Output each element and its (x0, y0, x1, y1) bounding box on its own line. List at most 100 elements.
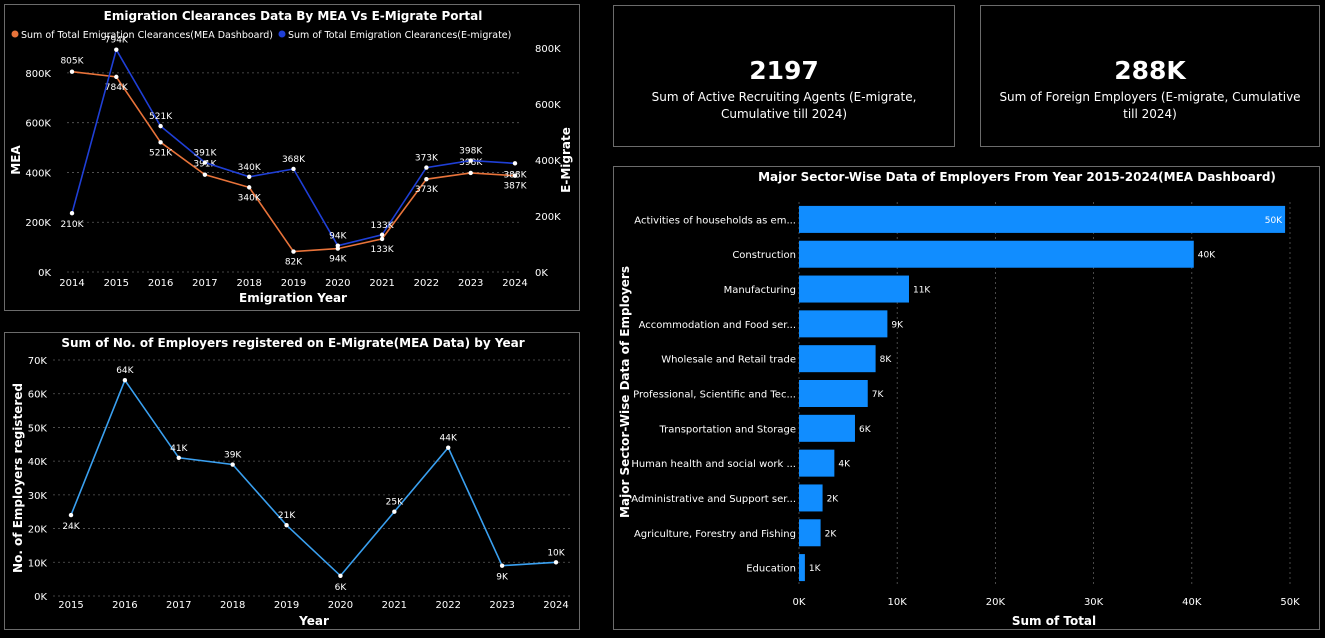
y-tick-label: 800K (25, 69, 51, 80)
data-label: 40K (1198, 251, 1216, 261)
y-tick-label: 60K (28, 390, 48, 401)
x-tick-label: 2022 (414, 278, 439, 289)
data-label: 11K (913, 286, 931, 296)
data-point (158, 140, 163, 145)
x-tick-label: 2020 (325, 278, 350, 289)
data-point (291, 166, 296, 172)
bar (799, 345, 876, 373)
bar (799, 519, 821, 547)
emigration-clearances-chart-panel: Emigration Clearances Data By MEA Vs E-M… (4, 4, 580, 311)
data-point (379, 232, 385, 237)
data-label: 388K (503, 170, 527, 180)
data-label: 340K (238, 163, 262, 173)
category-label: Human health and social work ... (631, 459, 796, 470)
series-line (70, 378, 557, 577)
x-tick-label: 2014 (59, 278, 84, 289)
y-tick-label: 20K (28, 525, 48, 536)
data-point (176, 455, 181, 460)
x-tick-label: 10K (888, 597, 908, 608)
x-tick-label: 30K (1084, 597, 1104, 608)
y-tick-label: 10K (28, 558, 48, 569)
data-point (424, 165, 429, 170)
data-label: 64K (116, 366, 134, 376)
legend-entry-0: Sum of Total Emigration Clearances(MEA D… (21, 30, 273, 41)
y-tick-label: 0K (34, 592, 47, 603)
category-label: Wholesale and Retail trade (661, 355, 796, 366)
category-label: Transportation and Storage (658, 424, 796, 435)
category-label: Accommodation and Food ser... (639, 320, 796, 331)
category-label: Manufacturing (724, 285, 796, 296)
data-label: 24K (62, 522, 80, 532)
data-label: 521K (149, 112, 173, 122)
data-point (338, 573, 343, 578)
data-label: 25K (386, 498, 404, 508)
y2-axis-title: E-Migrate (559, 127, 573, 193)
data-point (69, 69, 75, 74)
data-point (291, 249, 296, 254)
bar (799, 310, 888, 338)
x-axis-title: Sum of Total (1012, 614, 1096, 628)
bar (799, 275, 909, 303)
data-label: 4K (838, 460, 851, 470)
legend-entry-1: Sum of Total Emigration Clearances(E-mig… (288, 30, 511, 41)
bar (799, 240, 1194, 268)
y2-tick-label: 600K (535, 100, 561, 111)
y-tick-label: 0K (38, 268, 51, 279)
x-tick-label: 2019 (281, 278, 306, 289)
y2-tick-label: 800K (535, 44, 561, 55)
data-label: 373K (415, 154, 439, 164)
x-tick-label: 2015 (104, 278, 129, 289)
data-point (392, 509, 397, 514)
data-point (247, 174, 252, 179)
y-tick-label: 200K (25, 218, 51, 229)
data-point (512, 161, 518, 166)
category-label: Professional, Scientific and Tec... (633, 390, 796, 401)
series-line-1 (71, 47, 516, 247)
data-label: 521K (149, 148, 173, 158)
data-label: 387K (503, 182, 527, 192)
data-label: 9K (496, 573, 509, 583)
chart-title: Major Sector-Wise Data of Employers From… (758, 170, 1276, 184)
x-axis-title: Emigration Year (239, 291, 347, 305)
data-label: 391K (193, 160, 217, 170)
bar (799, 414, 855, 442)
employers-registered-chart: Sum of No. of Employers registered on E-… (11, 336, 573, 628)
x-tick-label: 2018 (236, 278, 261, 289)
data-label: 9K (891, 320, 904, 330)
bar (799, 554, 805, 582)
data-label: 44K (440, 434, 458, 444)
kpi-employers-label: Sum of Foreign Employers (E-migrate, Cum… (999, 90, 1301, 121)
x-tick-label: 2023 (489, 600, 514, 611)
x-tick-label: 2024 (502, 278, 527, 289)
chart-title: Sum of No. of Employers registered on E-… (61, 336, 524, 350)
x-tick-label: 2024 (543, 600, 568, 611)
data-point (114, 47, 119, 52)
data-point (68, 512, 74, 518)
data-label: 10K (547, 548, 565, 558)
y-axis-title: No. of Employers registered (11, 383, 25, 573)
x-tick-label: 2021 (382, 600, 407, 611)
kpi-agents-label: Sum of Active Recruiting Agents (E-migra… (651, 90, 917, 121)
data-label: 94K (329, 232, 347, 242)
data-point (335, 243, 340, 248)
data-label: 373K (415, 185, 439, 195)
data-point (122, 378, 128, 383)
data-label: 82K (285, 258, 303, 268)
x-tick-label: 2016 (148, 278, 173, 289)
data-point (114, 74, 119, 80)
legend-marker-1 (278, 30, 286, 38)
y2-tick-label: 0K (535, 268, 548, 279)
y-tick-label: 30K (28, 491, 48, 502)
data-label: 39K (224, 451, 242, 461)
data-label: 391K (193, 149, 217, 159)
data-point (202, 172, 208, 177)
y-tick-label: 40K (28, 457, 48, 468)
x-tick-label: 2023 (458, 278, 483, 289)
data-point (284, 523, 289, 528)
data-point (158, 123, 163, 129)
x-tick-label: 20K (986, 597, 1006, 608)
x-tick-label: 2021 (369, 278, 394, 289)
data-label: 133K (371, 245, 395, 255)
data-label: 6K (335, 583, 348, 593)
data-label: 7K (872, 390, 885, 400)
